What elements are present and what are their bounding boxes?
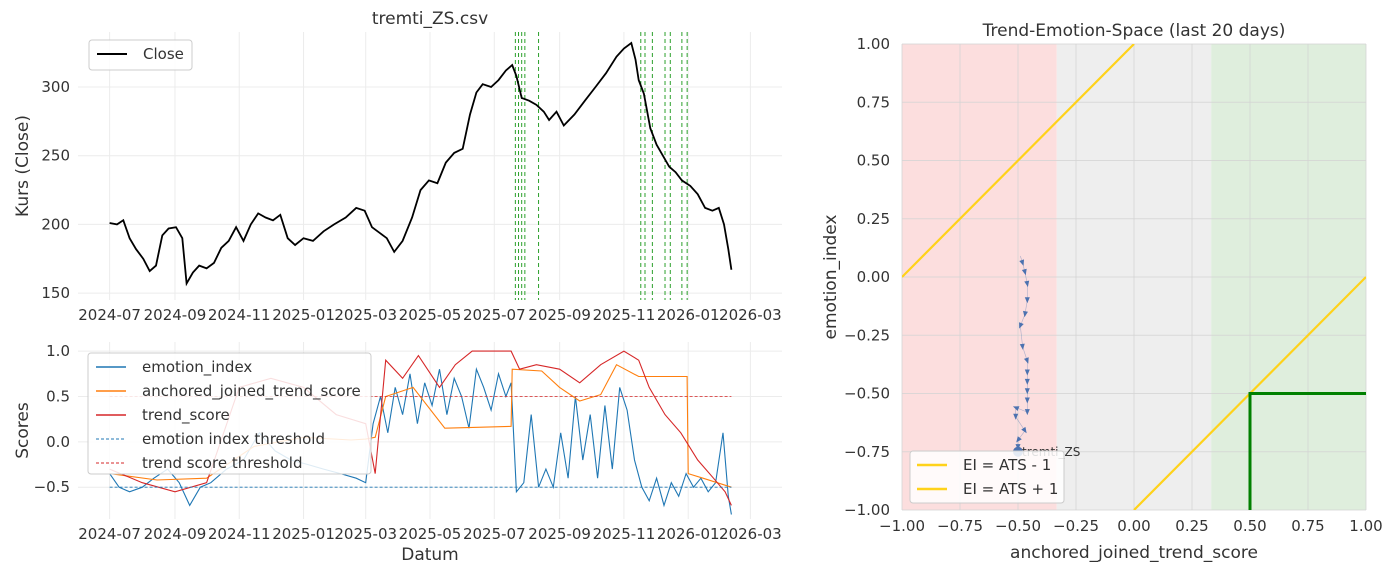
legend-label: Close xyxy=(143,45,184,63)
trajectory-segment xyxy=(1020,325,1023,347)
target-box xyxy=(1248,392,1366,510)
y-tick-label: 200 xyxy=(41,215,70,233)
x-tick-label: 2025-09 xyxy=(528,306,591,324)
y-tick-label: −0.50 xyxy=(844,385,890,403)
y-tick-label: −0.5 xyxy=(34,478,70,496)
x-tick-label: 2024-09 xyxy=(144,525,207,543)
trajectory-arrow xyxy=(1023,357,1029,364)
x-tick-label: −0.75 xyxy=(937,517,983,535)
legend-label: EI = ATS - 1 xyxy=(963,456,1051,474)
trajectory-arrow xyxy=(1019,343,1025,350)
legend-box xyxy=(88,39,193,71)
y-tick-label: −1.00 xyxy=(844,501,890,519)
x-tick-label: 2024-11 xyxy=(208,306,271,324)
x-tick-label: −0.50 xyxy=(995,517,1041,535)
y-tick-label: 150 xyxy=(41,284,70,302)
y-tick-label: 0.5 xyxy=(46,387,70,405)
y-tick-label: 1.0 xyxy=(46,342,70,360)
chart-title: tremti_ZS.csv xyxy=(372,9,488,29)
series-line-0 xyxy=(109,41,733,287)
y-tick-label: 0.25 xyxy=(857,210,890,228)
legend-box xyxy=(87,352,372,475)
x-tick-label: 0.75 xyxy=(1291,517,1324,535)
x-tick-label: 2026-01 xyxy=(657,525,720,543)
trajectory-arrow xyxy=(1021,426,1027,434)
x-tick-label: 2025-05 xyxy=(399,525,462,543)
trajectory-arrow xyxy=(1021,268,1027,276)
x-tick-label: 2025-11 xyxy=(593,525,656,543)
x-tick-label: 2025-05 xyxy=(399,306,462,324)
x-tick-label: 0.25 xyxy=(1175,517,1208,535)
reference-line-0 xyxy=(902,44,1135,278)
x-tick-label: 2025-01 xyxy=(272,525,335,543)
trajectory-arrow xyxy=(1024,280,1030,287)
y-axis-label: Scores xyxy=(13,402,33,459)
legend-box xyxy=(909,450,1065,504)
chart-title: Trend-Emotion-Space (last 20 days) xyxy=(982,21,1286,41)
x-tick-label: 2025-03 xyxy=(334,525,397,543)
legend-label: anchored_joined_trend_score xyxy=(142,382,361,401)
x-axis-label: anchored_joined_trend_score xyxy=(1010,543,1258,563)
y-tick-label: 0.75 xyxy=(857,93,890,111)
trajectory-arrow xyxy=(1013,413,1019,420)
y-tick-label: 1.00 xyxy=(857,35,890,53)
x-tick-label: 0.50 xyxy=(1233,517,1266,535)
legend-label: trend score threshold xyxy=(142,454,302,472)
x-tick-label: 2024-09 xyxy=(144,306,207,324)
x-tick-label: 0.00 xyxy=(1117,517,1150,535)
x-tick-label: −0.25 xyxy=(1053,517,1099,535)
legend-label: EI = ATS + 1 xyxy=(963,480,1058,498)
x-tick-label: 2025-09 xyxy=(528,525,591,543)
x-tick-label: 2025-07 xyxy=(463,306,526,324)
y-tick-label: 0.50 xyxy=(857,152,890,170)
trajectory-arrow xyxy=(1019,322,1024,329)
legend-label: trend_score xyxy=(142,406,230,425)
legend-label: emotion_index xyxy=(142,358,252,377)
trajectory-arrow xyxy=(1024,378,1030,385)
x-tick-label: 2026-01 xyxy=(657,306,720,324)
y-axis-label: Kurs (Close) xyxy=(13,115,33,217)
series-group xyxy=(109,41,733,287)
x-tick-label: 2024-11 xyxy=(208,525,271,543)
x-tick-label: 2025-07 xyxy=(463,525,526,543)
x-tick-label: −1.00 xyxy=(879,517,925,535)
y-tick-label: −0.75 xyxy=(844,443,890,461)
legend-label: emotion index threshold xyxy=(142,430,325,448)
x-tick-label: 2025-03 xyxy=(334,306,397,324)
trajectory-arrow xyxy=(1019,259,1025,266)
y-tick-label: 300 xyxy=(41,78,70,96)
trajectory-arrow xyxy=(1016,436,1022,443)
y-tick-label: 250 xyxy=(41,147,70,165)
trajectory-arrow xyxy=(1024,369,1030,376)
y-tick-label: 0.00 xyxy=(857,268,890,286)
x-tick-label: 1.00 xyxy=(1349,517,1382,535)
y-axis-label: emotion_index xyxy=(821,215,841,340)
trajectory-arrow xyxy=(1024,397,1030,404)
x-tick-label: 2024-07 xyxy=(78,306,141,324)
x-tick-label: 2026-03 xyxy=(719,306,782,324)
y-tick-label: 0.0 xyxy=(46,433,70,451)
trajectory-arrow xyxy=(1012,406,1020,411)
x-tick-label: 2025-11 xyxy=(593,306,656,324)
trajectory-arrow xyxy=(1024,297,1030,304)
trajectory-arrow xyxy=(1024,388,1030,395)
x-axis-label: Datum xyxy=(401,545,459,565)
x-tick-label: 2025-01 xyxy=(272,306,335,324)
x-tick-label: 2026-03 xyxy=(719,525,782,543)
trajectory-arrow xyxy=(1024,409,1030,416)
y-tick-label: −0.25 xyxy=(844,326,890,344)
x-tick-label: 2024-07 xyxy=(78,525,141,543)
trajectory-arrow xyxy=(1023,310,1028,318)
